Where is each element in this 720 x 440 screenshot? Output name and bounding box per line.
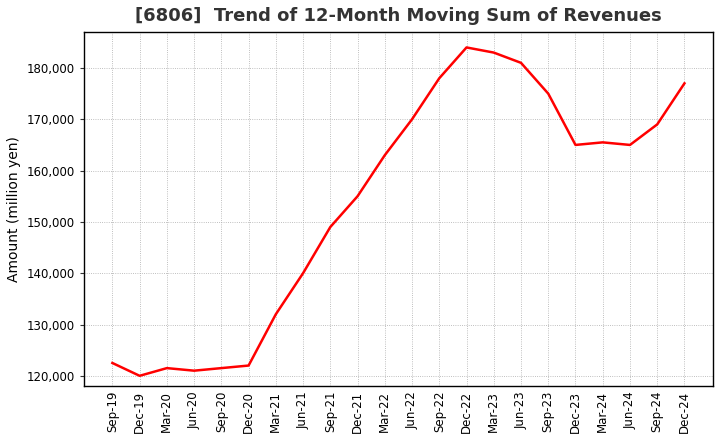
Title: [6806]  Trend of 12-Month Moving Sum of Revenues: [6806] Trend of 12-Month Moving Sum of R… <box>135 7 662 25</box>
Y-axis label: Amount (million yen): Amount (million yen) <box>7 136 21 282</box>
